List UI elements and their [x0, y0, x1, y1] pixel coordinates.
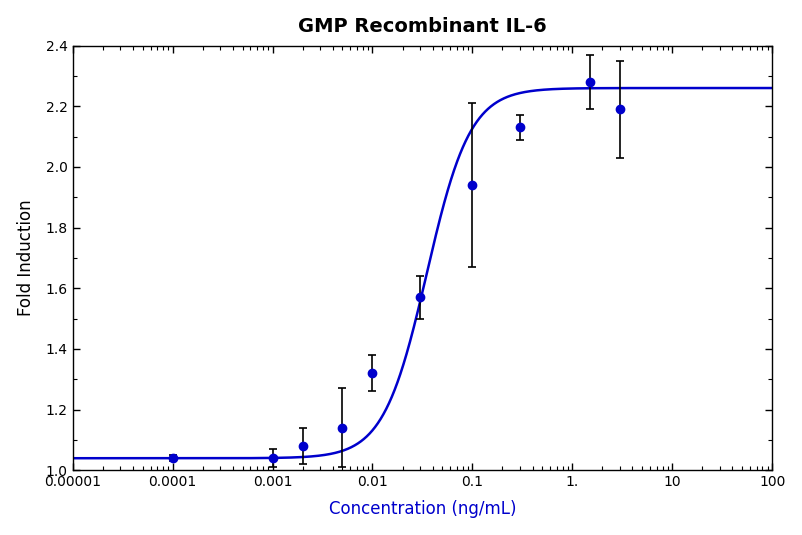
X-axis label: Concentration (ng/mL): Concentration (ng/mL) [329, 500, 516, 518]
Y-axis label: Fold Induction: Fold Induction [17, 200, 34, 316]
Title: GMP Recombinant IL-6: GMP Recombinant IL-6 [298, 17, 547, 36]
